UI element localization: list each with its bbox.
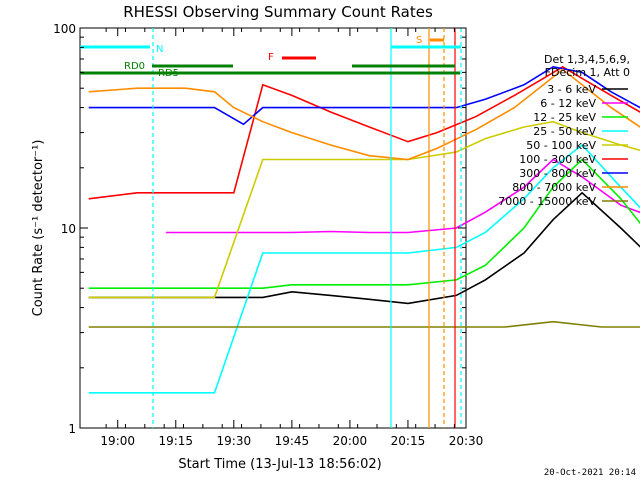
legend-label-50-100-kev: 50 - 100 keV <box>526 139 596 152</box>
series-line-12-25-kev <box>88 158 640 290</box>
annotation-label-rd5: RD5 <box>158 68 179 79</box>
legend-label-300-800-kev: 300 - 800 keV <box>519 167 596 180</box>
axis-layer: 1 10 100 19:00 19:15 19:30 19:45 20:00 20:15 20:3… <box>53 22 483 448</box>
legend-label-3-6-kev: 3 - 6 keV <box>547 83 596 96</box>
x-tick-label: 19:45 <box>275 434 310 448</box>
y-tick-label: 100 <box>53 22 76 36</box>
legend-label-800-7000-kev: 800 - 7000 keV <box>512 181 596 194</box>
annotation-label-s: S <box>416 35 422 46</box>
series-layer <box>88 65 640 394</box>
chart-title: RHESSI Observing Summary Count Rates <box>123 3 433 21</box>
legend-label-12-25-kev: 12 - 25 keV <box>533 111 596 124</box>
footer-timestamp: 20-Oct-2021 20:14 <box>544 468 636 478</box>
plot-area <box>79 27 467 429</box>
annotation-label-n: N <box>156 44 163 55</box>
x-tick-label: 20:15 <box>391 434 426 448</box>
legend-label-25-50-kev: 25 - 50 keV <box>533 125 596 138</box>
series-line-800-7000-kev <box>88 68 640 161</box>
annotation-label-f: F <box>268 52 274 63</box>
legend: Det 1,3,4,5,6,9,FDecim 1, Att 0 3 - 6 keV… <box>498 53 630 208</box>
legend-label-100-300-kev: 100 - 300 keV <box>519 153 596 166</box>
x-tick-label: 20:00 <box>333 434 368 448</box>
x-tick-label: 19:00 <box>100 434 135 448</box>
series-line-25-50-kev <box>88 143 640 394</box>
legend-label-7000-15000-kev: 7000 - 15000 keV <box>498 195 596 208</box>
series-line-3-6-kev <box>88 191 640 305</box>
x-tick-label: 19:15 <box>158 434 193 448</box>
x-axis-label: Start Time (13-Jul-13 18:56:02) <box>178 457 381 472</box>
y-tick-label: 1 <box>68 422 76 436</box>
series-line-50-100-kev <box>88 120 640 299</box>
annotation-layer: N RD0 RD5 F S <box>80 28 462 428</box>
series-line-300-800-kev <box>88 65 640 126</box>
y-axis-label: Count Rate (s⁻¹ detector⁻¹) <box>31 140 46 317</box>
y-tick-label: 10 <box>61 222 76 236</box>
x-tick-label: 19:30 <box>217 434 252 448</box>
legend-label-6-12-kev: 6 - 12 keV <box>540 97 596 110</box>
series-line-7000-15000-kev <box>88 320 640 328</box>
x-tick-label: 20:30 <box>449 434 484 448</box>
legend-header-line: FDecim 1, Att 0 <box>545 66 630 79</box>
legend-header-line: Det 1,3,4,5,6,9, <box>544 53 630 66</box>
series-line-100-300-kev <box>88 65 640 200</box>
annotation-label-rd0: RD0 <box>124 61 145 72</box>
series-line-6-12-kev <box>166 158 640 234</box>
